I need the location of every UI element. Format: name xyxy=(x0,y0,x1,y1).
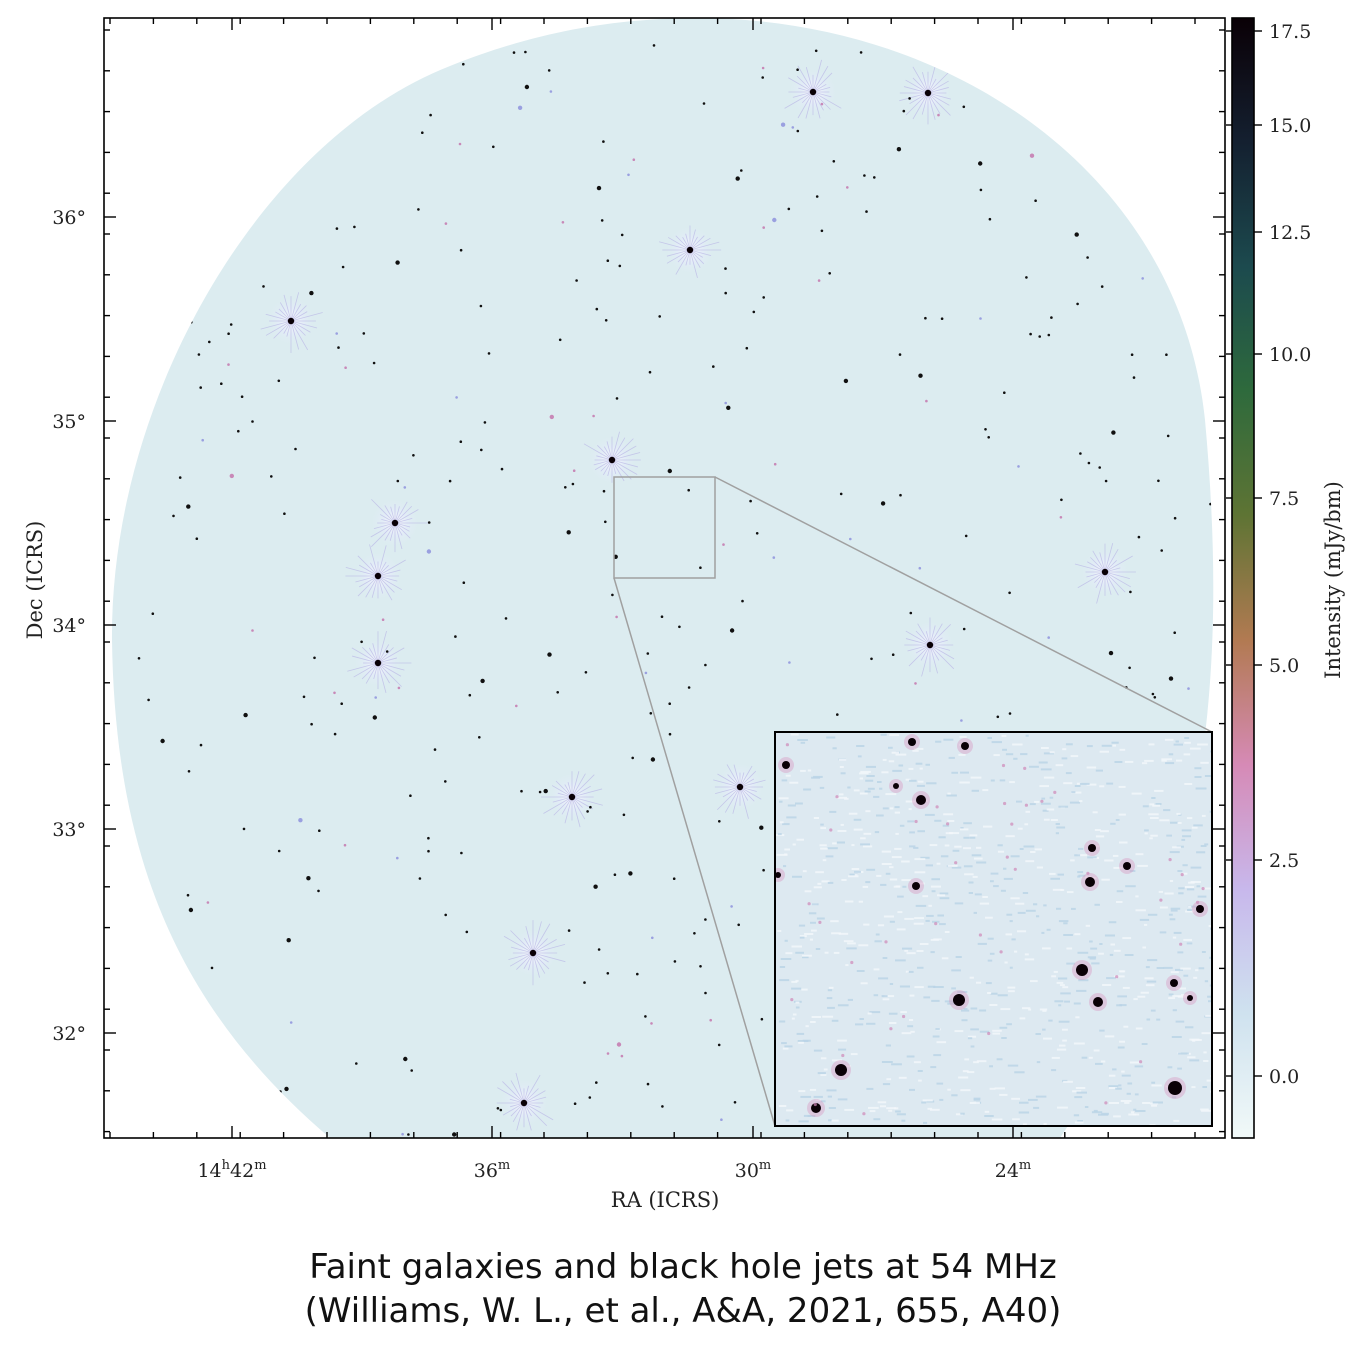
colorbar-tick-label: 10.0 xyxy=(1269,344,1311,366)
zoom-inset-panel xyxy=(774,731,1213,1127)
colorbar-tick-label: 15.0 xyxy=(1269,115,1311,137)
colorbar-scale xyxy=(1231,17,1255,1139)
colorbar: 17.5 15.0 12.5 10.0 7.5 5.0 2.5 0.0 Inte… xyxy=(1226,17,1345,1139)
colorbar-tick-label: 5.0 xyxy=(1269,655,1299,677)
radio-survey-figure: 36° 35° 34° 33° 32° Dec (ICRS) 14h42m 36… xyxy=(23,17,1345,1212)
colorbar-tick-label: 0.0 xyxy=(1269,1066,1299,1088)
radio-sources xyxy=(125,30,1214,1137)
y-tick-label: 33° xyxy=(52,819,86,841)
axis-ticks xyxy=(104,18,1225,1138)
x-tick-label: 24m xyxy=(995,1158,1032,1182)
colorbar-tick-label: 12.5 xyxy=(1269,222,1311,244)
x-tick-label: 30m xyxy=(735,1158,772,1182)
y-axis-title: Dec (ICRS) xyxy=(23,521,47,640)
caption-citation: (Williams, W. L., et al., A&A, 2021, 655… xyxy=(304,1291,1062,1331)
colorbar-tick-label: 17.5 xyxy=(1269,21,1311,43)
y-tick-label: 35° xyxy=(52,411,86,433)
zoom-region-box xyxy=(613,476,716,579)
x-tick-label: 36m xyxy=(474,1158,511,1182)
plot-frame xyxy=(103,17,1226,1139)
zoom-connector-top xyxy=(714,476,1213,733)
x-axis: 14h42m 36m 30m 24m RA (ICRS) xyxy=(197,1158,1031,1212)
colorbar-tick-label: 2.5 xyxy=(1269,850,1299,872)
x-tick-label: 14h42m xyxy=(197,1158,266,1182)
colorbar-title: Intensity (mJy/bm) xyxy=(1321,481,1345,679)
caption-title: Faint galaxies and black hole jets at 54… xyxy=(309,1247,1057,1287)
y-tick-label: 34° xyxy=(52,615,86,637)
zoom-connector-bottom xyxy=(613,577,776,1127)
y-tick-label: 36° xyxy=(52,207,86,229)
y-axis: 36° 35° 34° 33° 32° Dec (ICRS) xyxy=(23,207,86,1045)
colorbar-tick-label: 7.5 xyxy=(1269,488,1299,510)
x-axis-title: RA (ICRS) xyxy=(611,1188,720,1212)
y-tick-label: 32° xyxy=(52,1023,86,1045)
